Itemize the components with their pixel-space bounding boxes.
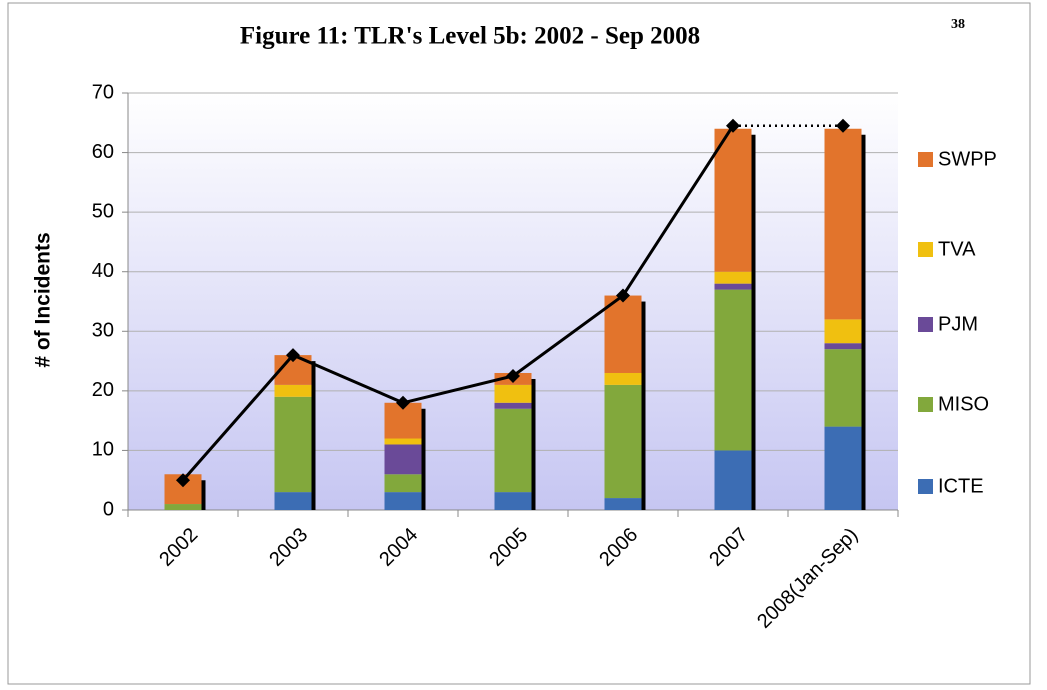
y-tick-label: 60	[92, 141, 114, 163]
bar-segment	[384, 444, 422, 475]
line-marker	[506, 368, 520, 383]
bar-segment	[384, 438, 422, 445]
legend-label: MISO	[938, 393, 989, 415]
y-tick-label: 0	[103, 498, 114, 520]
legend-label: ICTE	[938, 475, 984, 497]
x-tick-label: 2004	[375, 524, 422, 571]
bar-shadow	[751, 134, 756, 510]
x-tick-label: 2005	[485, 524, 532, 571]
x-tick-label: 2007	[705, 524, 752, 571]
bar-segment	[384, 474, 422, 493]
bar-segment	[274, 396, 312, 493]
legend-swatch	[918, 152, 933, 167]
bar-segment	[164, 504, 202, 510]
line-marker	[176, 473, 190, 488]
line-marker	[836, 118, 850, 133]
bar-segment	[494, 408, 532, 493]
page-number: 38	[951, 17, 965, 32]
figure-border	[7, 2, 1031, 685]
y-tick-label: 30	[92, 320, 114, 342]
line-marker	[616, 288, 630, 303]
legend-label: PJM	[938, 313, 978, 335]
y-tick-label: 70	[92, 81, 114, 103]
bar-segment	[384, 492, 422, 510]
bar-segment	[714, 289, 752, 451]
legend-swatch	[918, 317, 933, 332]
y-tick-label: 20	[92, 379, 114, 401]
bar-segment	[604, 295, 642, 373]
legend-swatch	[918, 242, 933, 257]
bar-segment	[714, 271, 752, 284]
bar-shadow	[641, 301, 646, 510]
y-tick-label: 10	[92, 439, 114, 461]
bar-segment	[714, 283, 752, 290]
bar-segment	[714, 128, 752, 272]
x-tick-label: 2008(Jan-Sep)	[753, 524, 862, 633]
bar-shadow	[201, 480, 206, 510]
line-marker	[726, 118, 740, 133]
legend-label: SWPP	[938, 148, 997, 170]
line-marker	[286, 348, 300, 363]
bar-shadow	[531, 378, 536, 510]
bar-segment	[604, 372, 642, 385]
x-tick-label: 2003	[265, 524, 312, 571]
bar-segment	[824, 343, 862, 350]
bar-segment	[494, 402, 532, 409]
bar-segment	[604, 498, 642, 510]
y-tick-label: 50	[92, 200, 114, 222]
bar-segment	[824, 349, 862, 427]
bar-segment	[274, 492, 312, 510]
bar-shadow	[861, 134, 866, 510]
x-tick-label: 2006	[595, 524, 642, 571]
total-line	[181, 124, 735, 482]
bar-segment	[824, 319, 862, 344]
legend-label: TVA	[938, 238, 976, 260]
bar-segment	[824, 426, 862, 510]
bar-segment	[824, 128, 862, 320]
legend-swatch	[918, 397, 933, 412]
bar-segment	[494, 492, 532, 510]
x-tick-label: 2002	[155, 524, 202, 571]
bar-segment	[604, 384, 642, 499]
y-tick-label: 40	[92, 260, 114, 282]
legend-swatch	[918, 479, 933, 494]
chart-title: Figure 11: TLR's Level 5b: 2002 - Sep 20…	[240, 23, 700, 50]
bar-shadow	[311, 361, 316, 510]
bar-segment	[714, 450, 752, 510]
y-axis-label: # of Incidents	[32, 232, 55, 367]
bar-shadow	[421, 408, 426, 510]
line-marker	[396, 395, 410, 410]
bar-segment	[274, 384, 312, 397]
bar-segment	[494, 384, 532, 403]
